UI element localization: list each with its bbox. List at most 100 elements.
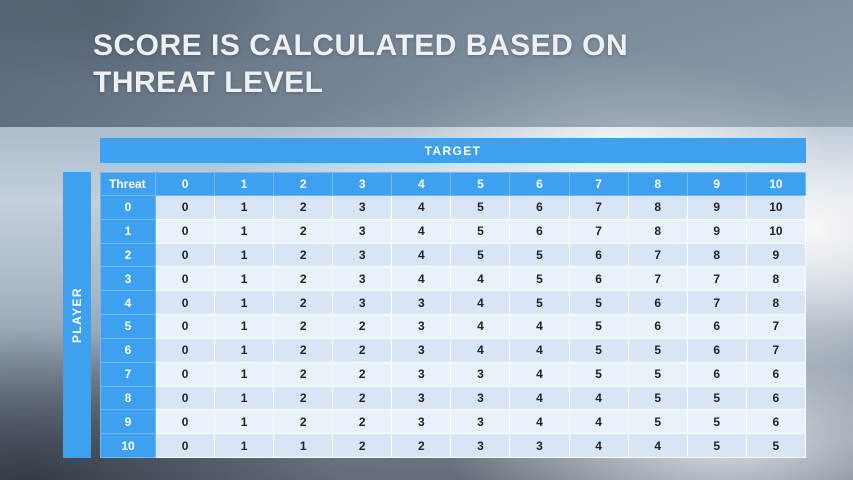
table-row: 10 0 1 1 2 2 3 3 4 4 5 5 <box>100 433 807 458</box>
score-cell: 5 <box>627 361 688 387</box>
score-cell: 6 <box>568 242 629 268</box>
score-cell: 1 <box>214 433 275 458</box>
score-cell: 5 <box>450 195 511 220</box>
score-cell: 10 <box>745 218 807 244</box>
score-cell: 2 <box>391 433 452 458</box>
score-cell: 5 <box>627 385 688 411</box>
score-cell: 9 <box>686 218 747 244</box>
score-cell: 3 <box>332 290 393 316</box>
player-row-header: 5 <box>100 314 156 339</box>
score-cell: 6 <box>745 361 807 387</box>
score-cell: 1 <box>273 433 334 458</box>
table-row: 0 0 1 2 3 4 5 6 7 8 9 10 <box>100 195 807 220</box>
target-column-header: 4 <box>391 172 452 196</box>
score-cell: 4 <box>450 337 511 363</box>
score-cell: 6 <box>686 337 747 363</box>
score-cell: 6 <box>686 361 747 387</box>
score-cell: 4 <box>627 433 688 458</box>
score-cell: 9 <box>745 242 807 268</box>
score-cell: 6 <box>568 266 629 292</box>
player-row-header: 7 <box>100 361 156 387</box>
player-label: PLAYER <box>70 287 84 343</box>
score-cell: 1 <box>214 218 275 244</box>
score-cell: 8 <box>745 266 807 292</box>
score-cell: 0 <box>154 266 216 292</box>
score-cell: 5 <box>627 409 688 435</box>
corner-header-cell: Threat <box>100 172 156 196</box>
player-row-header: 0 <box>100 195 156 220</box>
score-cell: 5 <box>509 242 570 268</box>
score-cell: 5 <box>568 361 629 387</box>
score-cell: 3 <box>391 385 452 411</box>
score-cell: 2 <box>332 361 393 387</box>
score-cell: 5 <box>509 266 570 292</box>
score-cell: 5 <box>745 433 807 458</box>
score-cell: 1 <box>214 409 275 435</box>
player-row-header: 8 <box>100 385 156 411</box>
score-table-head-row: Threat 0 1 2 3 4 5 6 7 8 9 10 <box>100 172 807 196</box>
score-cell: 6 <box>745 409 807 435</box>
score-cell: 5 <box>450 242 511 268</box>
score-cell: 6 <box>627 290 688 316</box>
player-row-header: 10 <box>100 433 156 458</box>
title-band: SCORE IS CALCULATED BASED ON THREAT LEVE… <box>0 0 853 127</box>
score-cell: 0 <box>154 385 216 411</box>
score-cell: 6 <box>627 314 688 339</box>
target-label: TARGET <box>424 143 482 158</box>
score-cell: 7 <box>627 266 688 292</box>
score-cell: 5 <box>686 409 747 435</box>
score-cell: 7 <box>568 218 629 244</box>
score-cell: 3 <box>391 314 452 339</box>
score-cell: 2 <box>332 337 393 363</box>
score-cell: 2 <box>273 385 334 411</box>
score-cell: 5 <box>686 433 747 458</box>
score-cell: 3 <box>332 218 393 244</box>
score-cell: 2 <box>273 266 334 292</box>
score-cell: 5 <box>509 290 570 316</box>
score-cell: 5 <box>686 385 747 411</box>
score-cell: 6 <box>686 314 747 339</box>
target-column-header: 7 <box>568 172 629 196</box>
score-cell: 10 <box>745 195 807 220</box>
score-cell: 1 <box>214 314 275 339</box>
target-header-bar: TARGET <box>100 138 806 163</box>
player-row-header: 6 <box>100 337 156 363</box>
score-cell: 1 <box>214 361 275 387</box>
score-cell: 4 <box>391 242 452 268</box>
score-cell: 3 <box>450 409 511 435</box>
score-cell: 3 <box>509 433 570 458</box>
score-cell: 2 <box>273 361 334 387</box>
score-cell: 4 <box>391 218 452 244</box>
score-cell: 0 <box>154 433 216 458</box>
score-cell: 3 <box>391 290 452 316</box>
table-row: 1 0 1 2 3 4 5 6 7 8 9 10 <box>100 218 807 244</box>
score-cell: 2 <box>273 242 334 268</box>
score-cell: 4 <box>509 409 570 435</box>
score-cell: 8 <box>627 218 688 244</box>
score-cell: 1 <box>214 337 275 363</box>
score-cell: 6 <box>509 195 570 220</box>
score-cell: 0 <box>154 242 216 268</box>
target-column-header: 9 <box>686 172 747 196</box>
score-cell: 1 <box>214 242 275 268</box>
score-cell: 0 <box>154 314 216 339</box>
score-cell: 0 <box>154 337 216 363</box>
player-row-header: 4 <box>100 290 156 316</box>
score-cell: 1 <box>214 266 275 292</box>
score-cell: 6 <box>745 385 807 411</box>
score-table-head: Threat 0 1 2 3 4 5 6 7 8 9 10 <box>100 172 807 196</box>
score-cell: 0 <box>154 409 216 435</box>
score-cell: 2 <box>273 195 334 220</box>
score-cell: 2 <box>332 385 393 411</box>
score-cell: 3 <box>332 266 393 292</box>
score-cell: 5 <box>568 314 629 339</box>
score-cell: 2 <box>332 433 393 458</box>
player-row-header: 9 <box>100 409 156 435</box>
target-column-header: 0 <box>154 172 216 196</box>
title-line-1: SCORE IS CALCULATED BASED ON <box>93 29 629 62</box>
